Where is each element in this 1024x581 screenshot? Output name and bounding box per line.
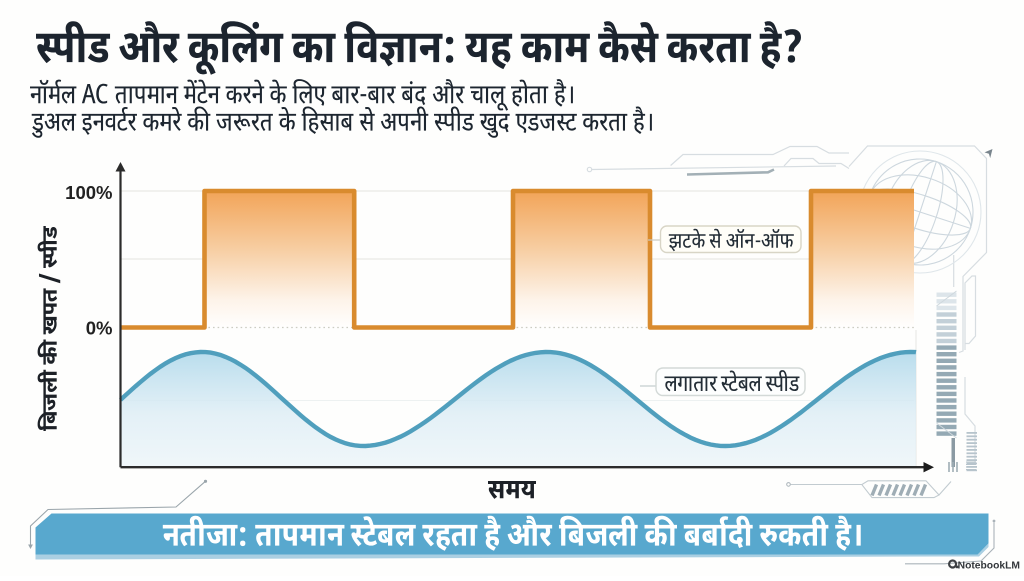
svg-text:0%: 0% [86,318,113,339]
svg-text:100%: 100% [65,182,112,203]
svg-text:NotebookLM: NotebookLM [958,560,1020,571]
